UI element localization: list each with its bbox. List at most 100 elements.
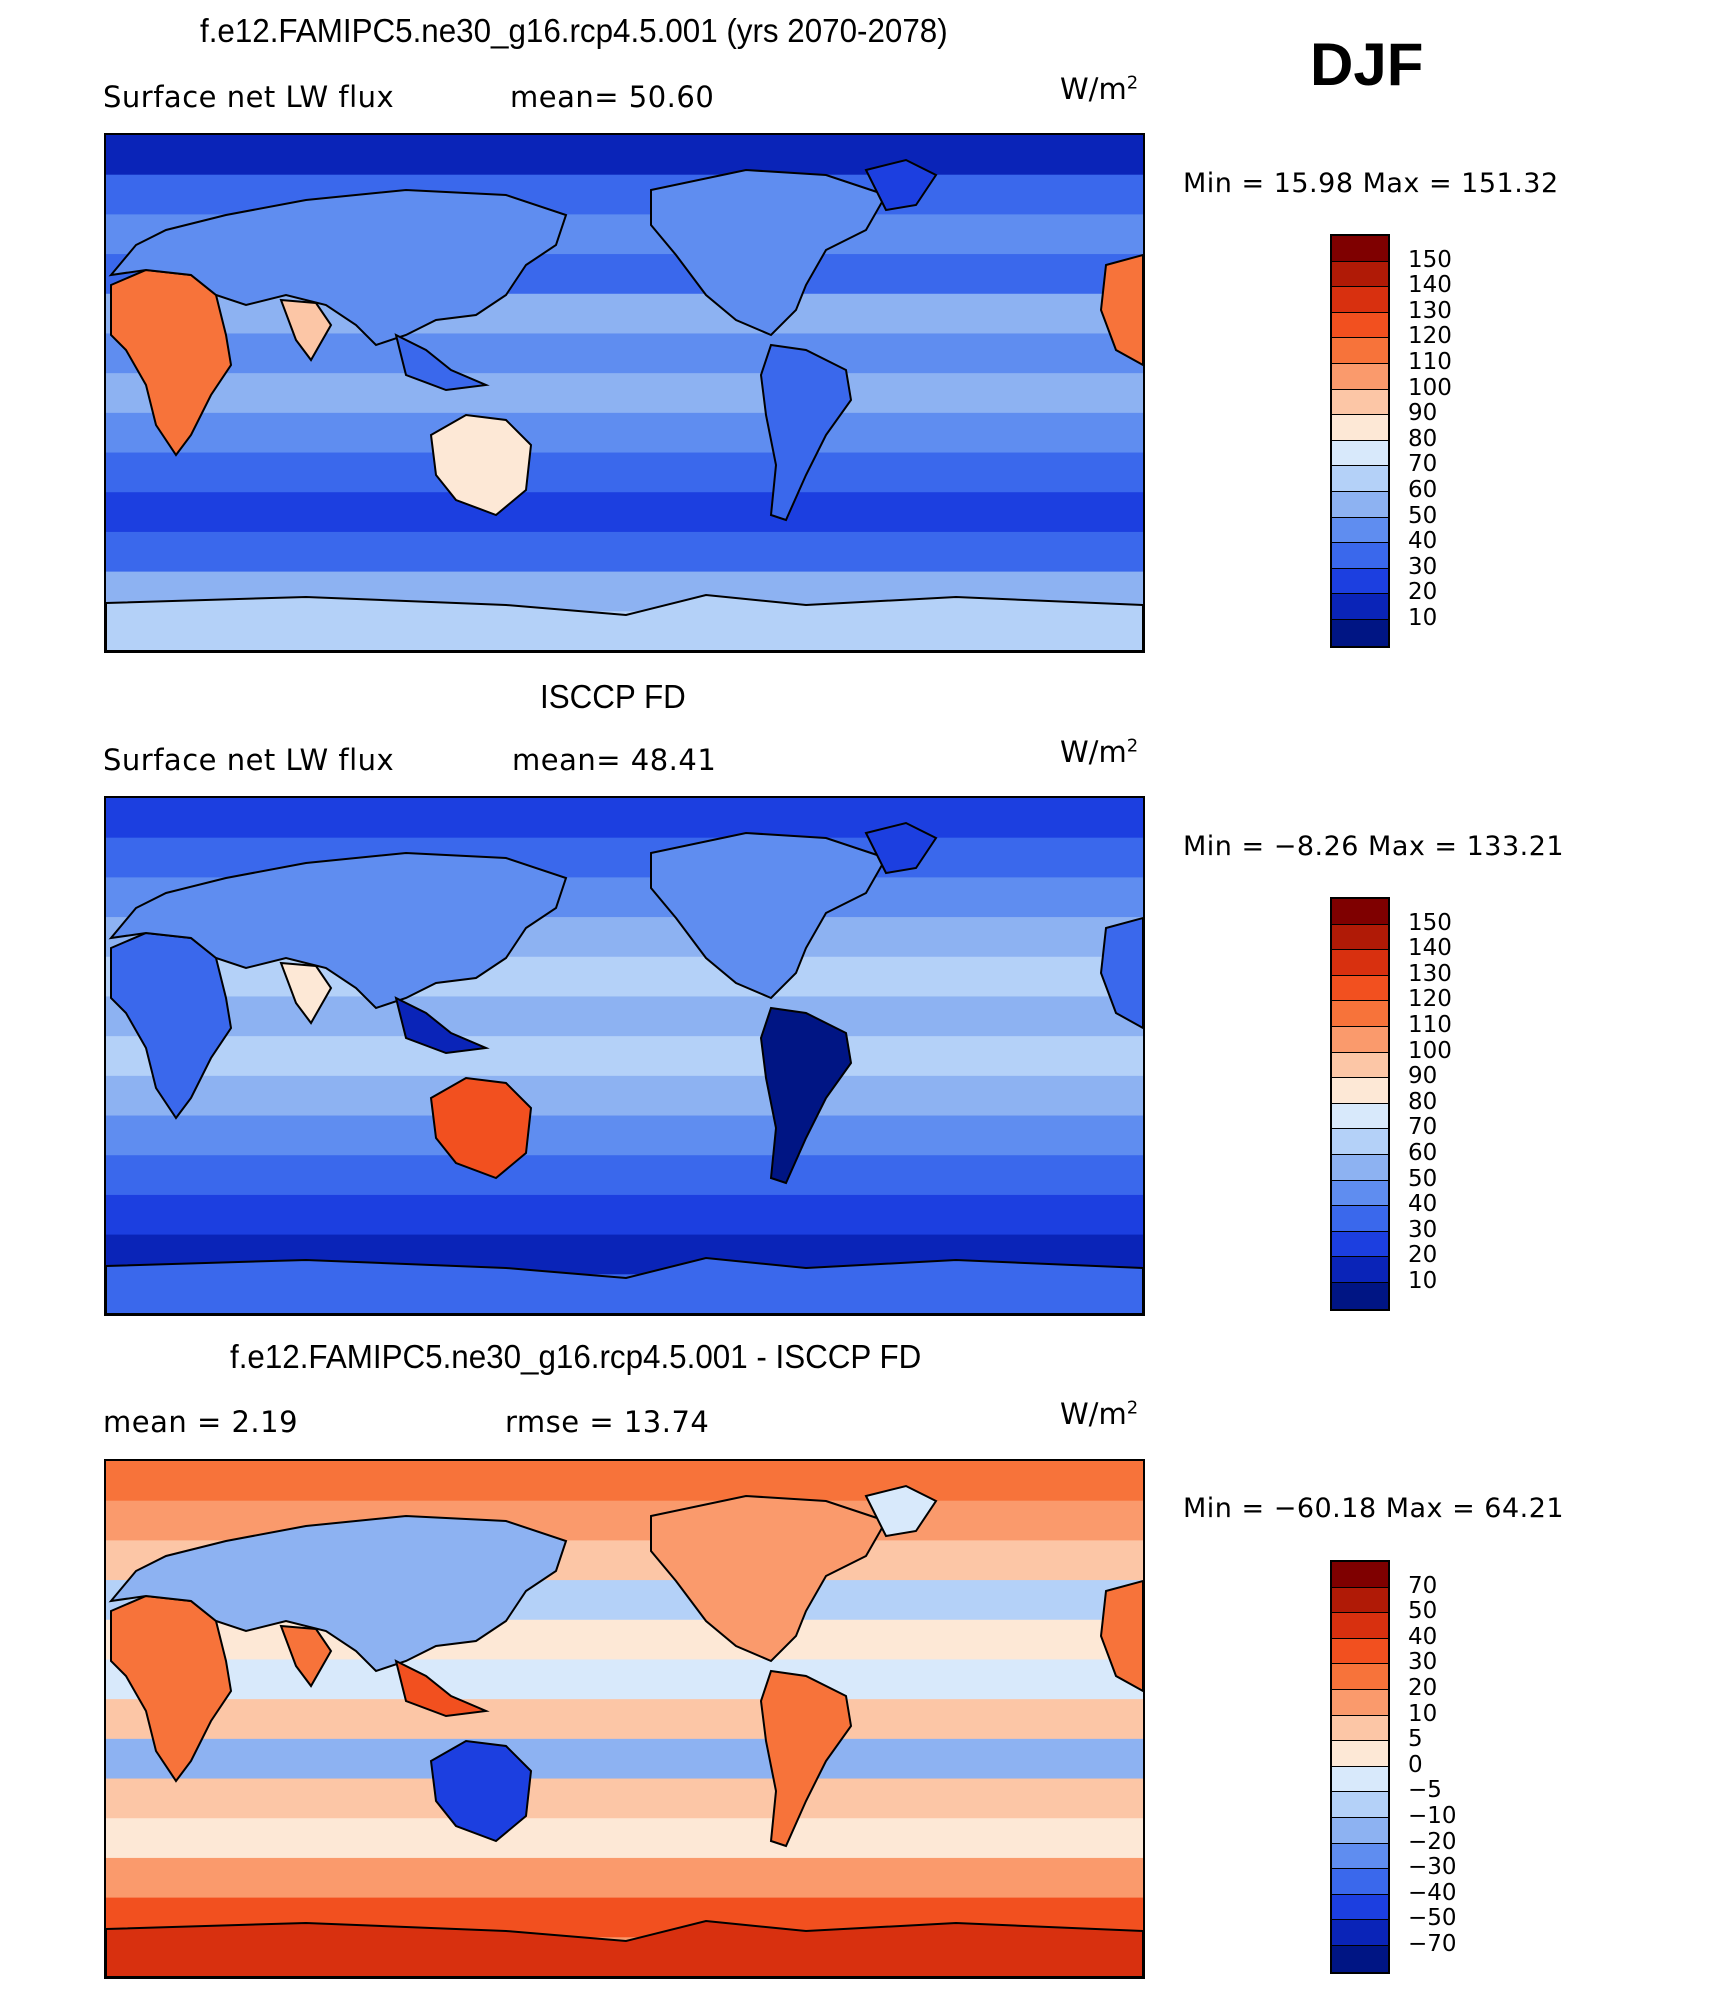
colorbar-swatch	[1332, 389, 1388, 416]
continent-eurasia	[108, 1514, 568, 1673]
colorbar-swatch	[1332, 1613, 1388, 1639]
panel-2-min-max: Min = −8.26 Max = 133.21	[1183, 831, 1565, 862]
continent-seasia	[394, 1659, 490, 1718]
colorbar-tick-label: 120	[1408, 986, 1452, 1013]
continent-eurasia	[108, 851, 568, 1010]
continent-antarctica	[106, 1256, 1143, 1314]
colorbar-swatch	[1332, 1103, 1388, 1130]
colorbar-swatch	[1332, 1741, 1388, 1767]
colorbar-tick-label: 20	[1408, 579, 1438, 606]
panel-2-colorbar	[1330, 897, 1390, 1311]
map-band	[106, 1075, 1143, 1117]
colorbar-tick-label: 60	[1408, 477, 1438, 503]
colorbar-tick-label: −50	[1408, 1905, 1457, 1932]
map-band	[106, 1115, 1143, 1157]
colorbar-swatch	[1332, 1715, 1388, 1742]
panel-1-variable: Surface net LW flux	[103, 80, 395, 114]
colorbar-tick-label: 50	[1408, 502, 1438, 529]
map-band	[106, 1036, 1143, 1077]
panel-2-variable: Surface net LW flux	[103, 743, 395, 777]
colorbar-swatch	[1332, 338, 1388, 364]
continent-samerica	[759, 1669, 853, 1848]
colorbar-swatch	[1332, 899, 1388, 925]
map-band	[106, 531, 1143, 573]
colorbar-tick-label: 40	[1408, 1191, 1438, 1218]
continent-greenland	[864, 1484, 938, 1538]
colorbar-swatch	[1332, 1052, 1388, 1079]
panel-1-colorbar	[1330, 234, 1390, 648]
continent-eurasia	[108, 188, 568, 347]
colorbar-swatch	[1332, 1945, 1388, 1972]
map-band	[106, 333, 1143, 375]
colorbar-tick-label: 150	[1408, 909, 1452, 936]
colorbar-tick-label: 80	[1408, 425, 1438, 452]
panel-2-units: W/m2	[1060, 735, 1139, 769]
panel-2-title: ISCCP FD	[540, 678, 686, 715]
colorbar-tick-label: 50	[1408, 1598, 1438, 1625]
colorbar-swatch	[1332, 1562, 1388, 1588]
colorbar-tick-label: 0	[1408, 1751, 1423, 1778]
colorbar-tick-label: 90	[1408, 1063, 1438, 1090]
map-band	[106, 1659, 1143, 1701]
map-band	[106, 798, 1143, 839]
colorbar-swatch	[1332, 1001, 1388, 1027]
continent-namerica	[650, 831, 888, 1000]
panel-1-mean: mean= 50.60	[510, 80, 715, 114]
panel-2-mean: mean= 48.41	[512, 743, 717, 777]
colorbar-swatch	[1332, 1920, 1388, 1946]
colorbar-swatch	[1332, 312, 1388, 339]
colorbar-tick-label: 80	[1408, 1088, 1438, 1115]
colorbar-swatch	[1332, 1689, 1388, 1716]
continent-australia	[429, 1739, 533, 1843]
colorbar-swatch	[1332, 440, 1388, 467]
continent-samerica	[759, 1006, 853, 1185]
colorbar-swatch	[1332, 1257, 1388, 1283]
colorbar-swatch	[1332, 363, 1388, 390]
panel-3-units: W/m2	[1060, 1397, 1139, 1431]
colorbar-swatch	[1332, 1792, 1388, 1818]
colorbar-tick-label: 40	[1408, 528, 1438, 555]
continent-india	[279, 961, 333, 1025]
colorbar-tick-label: 30	[1408, 1649, 1438, 1676]
colorbar-swatch	[1332, 491, 1388, 518]
colorbar-tick-label: −40	[1408, 1879, 1457, 1906]
map-band	[106, 1461, 1143, 1502]
season-label: DJF	[1310, 31, 1424, 98]
colorbar-swatch	[1332, 1206, 1388, 1232]
colorbar-tick-label: 5	[1408, 1726, 1423, 1753]
map-band	[106, 1738, 1143, 1780]
panel-3-mean: mean = 2.19	[103, 1405, 299, 1439]
map-band	[106, 1155, 1143, 1196]
map-band	[106, 452, 1143, 494]
colorbar-tick-label: 110	[1408, 349, 1452, 375]
colorbar-swatch	[1332, 1129, 1388, 1155]
colorbar-swatch	[1332, 1817, 1388, 1844]
map-band	[106, 1778, 1143, 1820]
map-band	[106, 492, 1143, 533]
colorbar-swatch	[1332, 924, 1388, 951]
map-band	[106, 996, 1143, 1038]
colorbar-tick-label: 110	[1408, 1012, 1452, 1038]
map-band	[106, 135, 1143, 176]
colorbar-tick-label: −10	[1408, 1803, 1457, 1829]
colorbar-tick-label: −70	[1408, 1931, 1457, 1957]
continent-namerica	[650, 1494, 888, 1663]
colorbar-tick-label: 60	[1408, 1140, 1438, 1166]
map-band	[106, 373, 1143, 414]
continent-greenland	[864, 158, 938, 212]
colorbar-tick-label: 20	[1408, 1675, 1438, 1701]
colorbar-swatch	[1332, 287, 1388, 313]
colorbar-swatch	[1332, 1894, 1388, 1921]
colorbar-tick-label: 150	[1408, 246, 1452, 273]
colorbar-tick-label: 10	[1408, 1700, 1438, 1727]
continent-antarctica	[106, 593, 1143, 651]
colorbar-swatch	[1332, 619, 1388, 646]
colorbar-tick-label: 20	[1408, 1242, 1438, 1269]
map-band	[106, 1857, 1143, 1899]
colorbar-swatch	[1332, 1843, 1388, 1870]
panel-3-colorbar	[1330, 1560, 1390, 1974]
colorbar-swatch	[1332, 1282, 1388, 1309]
map-band	[106, 1194, 1143, 1236]
colorbar-swatch	[1332, 415, 1388, 441]
colorbar-swatch	[1332, 594, 1388, 620]
